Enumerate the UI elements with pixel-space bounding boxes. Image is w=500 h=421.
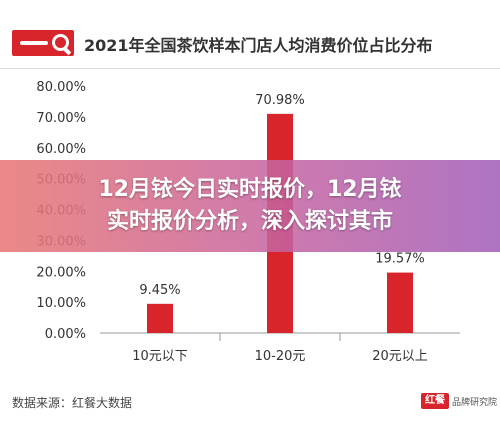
y-tick-label: 10.00% xyxy=(36,296,86,311)
chart-header: 2021年全国茶饮样本门店人均消费价位占比分布 xyxy=(0,22,500,68)
x-category-label: 10-20元 xyxy=(255,349,306,364)
search-badge-icon xyxy=(12,30,74,56)
y-tick-label: 20.00% xyxy=(36,265,86,280)
bar-value-label: 19.57% xyxy=(375,252,425,267)
x-category-label: 10元以下 xyxy=(132,349,188,364)
y-tick-label: 70.00% xyxy=(36,111,86,126)
y-tick-label: 80.00% xyxy=(36,80,86,95)
brand-logo: 红餐 品牌研究院 xyxy=(421,393,497,409)
bar xyxy=(147,303,173,333)
x-category-label: 20元以上 xyxy=(372,349,428,364)
data-source-note: 数据来源：红餐大数据 xyxy=(12,396,133,410)
bar-value-label: 9.45% xyxy=(139,283,180,298)
chart-title: 2021年全国茶饮样本门店人均消费价位占比分布 xyxy=(84,36,433,55)
bar xyxy=(387,272,413,333)
bar-value-label: 70.98% xyxy=(255,93,305,108)
brand-logo-mark: 红餐 xyxy=(421,393,449,409)
headline-line-1: 12月铱今日实时报价，12月铱 xyxy=(98,177,402,202)
y-tick-label: 0.00% xyxy=(45,327,86,342)
y-tick-label: 60.00% xyxy=(36,142,86,157)
brand-logo-text: 品牌研究院 xyxy=(452,397,498,408)
headline-overlay: 12月铱今日实时报价，12月铱 实时报价分析，深入探讨其市 xyxy=(0,160,500,252)
header-divider xyxy=(0,68,500,69)
headline-line-2: 实时报价分析，深入探讨其市 xyxy=(106,209,393,234)
headline-text: 12月铱今日实时报价，12月铱 实时报价分析，深入探讨其市 xyxy=(0,174,500,238)
